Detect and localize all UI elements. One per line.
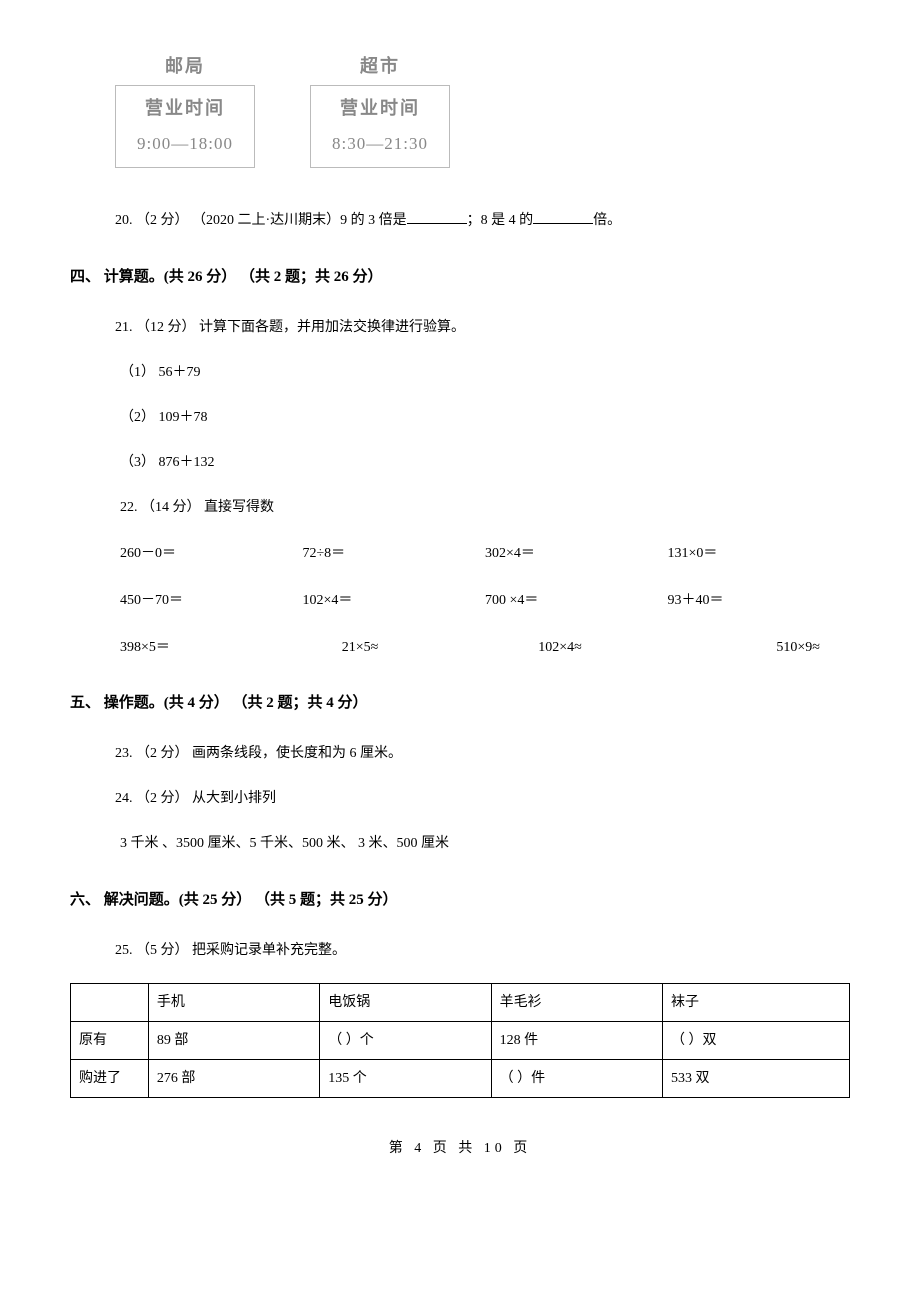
q21-sub-3: （3） 876＋132 (120, 450, 850, 475)
supermarket-label: 营业时间 (325, 92, 435, 124)
r1-c0: 原有 (71, 1022, 149, 1060)
question-23: 23. （2 分） 画两条线段，使长度和为 6 厘米。 (115, 741, 850, 766)
q22-r3c1: 398×5＝ (120, 635, 280, 660)
q22-r2c3: 700 ×4＝ (485, 588, 668, 613)
section-5-header: 五、 操作题。(共 4 分） （共 2 题；共 4 分） (70, 690, 850, 717)
post-office-label: 营业时间 (130, 92, 240, 124)
section-6-header: 六、 解决问题。(共 25 分） （共 5 题；共 25 分） (70, 887, 850, 914)
q20-suffix: 倍。 (593, 213, 621, 228)
purchase-table: 手机 电饭锅 羊毛衫 袜子 原有 89 部 （ ）个 128 件 （ ）双 购进… (70, 983, 850, 1099)
question-21: 21. （12 分） 计算下面各题，并用加法交换律进行验算。 (115, 315, 850, 340)
post-office-box: 营业时间 9:00—18:00 (115, 85, 255, 168)
th-c2: 电饭锅 (320, 983, 491, 1021)
q22-r1c2: 72÷8＝ (303, 541, 486, 566)
q20-blank-2[interactable] (533, 210, 593, 224)
r1-c2[interactable]: （ ）个 (320, 1022, 491, 1060)
th-c1: 手机 (148, 983, 319, 1021)
q20-prefix: 20. （2 分） （2020 二上·达川期末）9 的 3 倍是 (115, 213, 407, 228)
q22-r1c4: 131×0＝ (668, 541, 851, 566)
r2-c1: 276 部 (148, 1060, 319, 1098)
table-row-purchased: 购进了 276 部 135 个 （ ）件 533 双 (71, 1060, 850, 1098)
r1-c1: 89 部 (148, 1022, 319, 1060)
r2-c3[interactable]: （ ）件 (491, 1060, 662, 1098)
supermarket-box: 营业时间 8:30—21:30 (310, 85, 450, 168)
q22-r3c3: 102×4≈ (480, 635, 660, 660)
q22-r2c2: 102×4＝ (303, 588, 486, 613)
post-office-title: 邮局 (165, 50, 205, 82)
business-hours-cards: 邮局 营业时间 9:00—18:00 超市 营业时间 8:30—21:30 (115, 50, 850, 168)
q21-sub-2: （2） 109＋78 (120, 405, 850, 430)
question-22: 22. （14 分） 直接写得数 (120, 495, 850, 520)
q22-r3c2: 21×5≈ (280, 635, 480, 660)
q22-row-1: 260－0＝ 72÷8＝ 302×4＝ 131×0＝ (120, 541, 850, 566)
q20-mid: ；8 是 4 的 (467, 213, 534, 228)
q22-r2c1: 450－70＝ (120, 588, 303, 613)
r1-c4[interactable]: （ ）双 (663, 1022, 850, 1060)
q22-r1c3: 302×4＝ (485, 541, 668, 566)
q22-row-2: 450－70＝ 102×4＝ 700 ×4＝ 93＋40＝ (120, 588, 850, 613)
question-20: 20. （2 分） （2020 二上·达川期末）9 的 3 倍是 ；8 是 4 的… (115, 208, 850, 233)
q21-sub-1: （1） 56＋79 (120, 360, 850, 385)
q21-subitems: （1） 56＋79 （2） 109＋78 （3） 876＋132 (120, 360, 850, 476)
supermarket-title: 超市 (360, 50, 400, 82)
r2-c4: 533 双 (663, 1060, 850, 1098)
question-25: 25. （5 分） 把采购记录单补充完整。 (115, 938, 850, 963)
r2-c0: 购进了 (71, 1060, 149, 1098)
th-c3: 羊毛衫 (491, 983, 662, 1021)
table-row-original: 原有 89 部 （ ）个 128 件 （ ）双 (71, 1022, 850, 1060)
r1-c3: 128 件 (491, 1022, 662, 1060)
th-c4: 袜子 (663, 983, 850, 1021)
post-office-hours: 9:00—18:00 (130, 129, 240, 160)
section-4-header: 四、 计算题。(共 26 分） （共 2 题；共 26 分） (70, 264, 850, 291)
page-footer: 第 4 页 共 10 页 (70, 1136, 850, 1161)
q22-row-3: 398×5＝ 21×5≈ 102×4≈ 510×9≈ (120, 635, 850, 660)
r2-c2: 135 个 (320, 1060, 491, 1098)
q22-r3c4: 510×9≈ (660, 635, 850, 660)
q20-blank-1[interactable] (407, 210, 467, 224)
q22-r1c1: 260－0＝ (120, 541, 303, 566)
table-header-row: 手机 电饭锅 羊毛衫 袜子 (71, 983, 850, 1021)
question-24: 24. （2 分） 从大到小排列 (115, 786, 850, 811)
q24-values: 3 千米 、3500 厘米、5 千米、500 米、 3 米、500 厘米 (120, 831, 850, 856)
supermarket-card: 超市 营业时间 8:30—21:30 (310, 50, 450, 168)
q22-r2c4: 93＋40＝ (668, 588, 851, 613)
supermarket-hours: 8:30—21:30 (325, 129, 435, 160)
th-c0 (71, 983, 149, 1021)
post-office-card: 邮局 营业时间 9:00—18:00 (115, 50, 255, 168)
